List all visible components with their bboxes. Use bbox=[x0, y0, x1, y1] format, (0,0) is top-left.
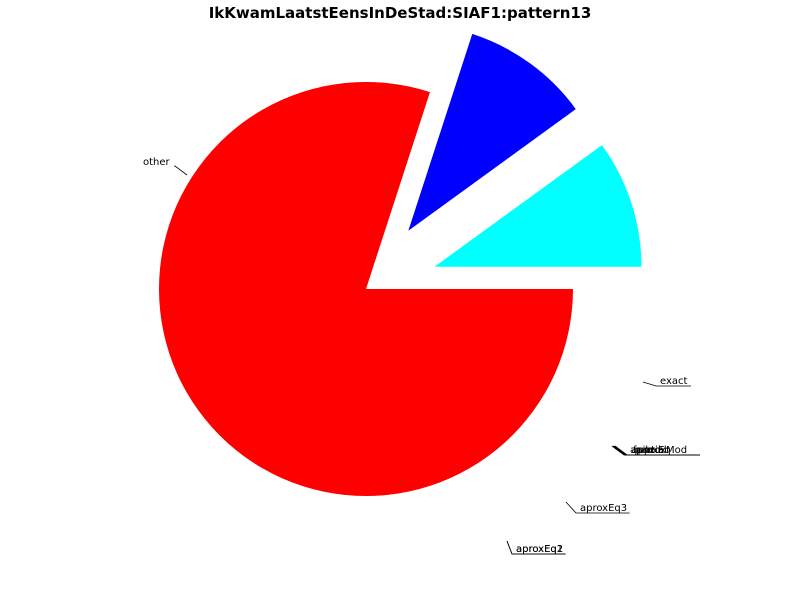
slice-label-other: other bbox=[143, 157, 171, 168]
pie-slice-aproxeq3 bbox=[434, 145, 642, 267]
slice-label-partial: partial bbox=[635, 445, 667, 456]
chart-title: IkKwamLaatstEensInDeStad:SIAF1:pattern13 bbox=[209, 4, 592, 22]
slice-label-aproxeq2: aproxEq2 bbox=[516, 544, 563, 555]
slice-label-exact: exact bbox=[660, 376, 688, 387]
pie-slice-other bbox=[159, 82, 573, 497]
slice-label-aproxeq: aproxEq bbox=[630, 445, 671, 456]
slice-label-aproxeq3: aproxEq3 bbox=[580, 503, 627, 514]
leader-line-exact bbox=[642, 381, 691, 387]
pie-slice-exact bbox=[408, 33, 576, 231]
pie-slices bbox=[159, 33, 642, 497]
slice-label-approxmod: approxMod bbox=[632, 445, 688, 456]
leader-line-other bbox=[174, 165, 188, 176]
leader-line-partial bbox=[614, 445, 700, 456]
slice-label-failed: failed bbox=[633, 445, 661, 456]
slice-label-aproxeq1: aproxEq1 bbox=[516, 544, 563, 555]
leader-line-aproxeq3 bbox=[565, 501, 630, 514]
leader-line-aproxeq1 bbox=[506, 540, 566, 555]
